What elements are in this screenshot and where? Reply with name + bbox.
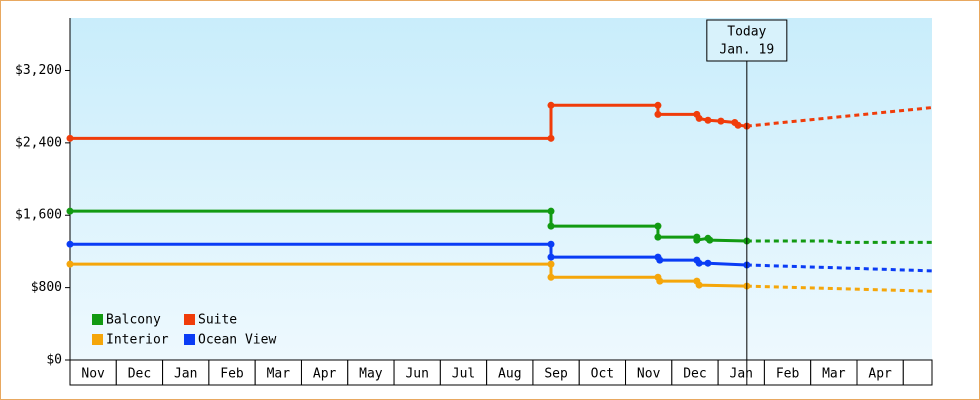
month-cell [717,359,765,386]
annotation-box [706,19,788,62]
legend-swatch [184,314,195,325]
y-tick-label: $2,400 [15,135,62,150]
point [66,207,74,215]
forecast-line [746,106,933,128]
point [654,101,662,109]
x-tick-label: Feb [776,367,800,382]
legend-swatch [92,314,103,325]
point [695,281,703,289]
point [66,260,74,268]
point [547,101,555,109]
point [654,110,662,118]
x-tick-label: Jan [730,367,753,382]
x-tick-label: Dec [128,367,151,382]
month-cell [856,359,904,386]
point [547,240,555,248]
point [547,134,555,142]
point [704,259,712,267]
x-tick-label: Mar [267,367,291,382]
x-tick-label: Nov [81,367,105,382]
forecast-line [746,239,932,244]
x-tick-label: Jul [452,367,475,382]
legend-label: Balcony [106,313,161,328]
x-tick-label: Jan [174,367,197,382]
y-tick-label: $1,600 [15,208,62,223]
x-tick-label: Aug [498,367,521,382]
point [695,259,703,267]
point [66,240,74,248]
point [734,121,742,129]
legend-swatch [92,334,103,345]
point [704,116,712,124]
legend-swatch [184,334,195,345]
month-cell [902,359,933,386]
legend-label: Interior [106,333,169,348]
legend-label: Suite [198,313,237,328]
month-cell [393,359,441,386]
y-tick-label: $0 [46,353,62,368]
x-tick-label: Mar [822,367,846,382]
point [654,233,662,241]
y-tick-label: $800 [31,280,62,295]
x-tick-label: Nov [637,367,661,382]
point [654,222,662,230]
legend-label: Ocean View [198,333,276,348]
x-tick-label: Sep [544,367,568,382]
x-tick-label: Jun [405,367,428,382]
annotation-text: Today [727,25,766,40]
x-tick-label: Feb [220,367,244,382]
month-cell [810,359,858,386]
point [693,236,701,244]
point [547,222,555,230]
point [656,256,664,264]
point [547,207,555,215]
x-tick-label: Dec [683,367,706,382]
point [656,277,664,285]
point [547,260,555,268]
x-tick-label: Oct [591,367,614,382]
month-cell [578,359,627,386]
point [706,236,714,244]
annotation-text: Jan. 19 [719,43,774,58]
point [547,273,555,281]
point [66,134,74,142]
forecast-line [746,284,933,293]
x-tick-label: Apr [313,367,337,382]
y-tick-label: $3,200 [15,63,62,78]
forecast-line [746,263,933,273]
point [695,114,703,122]
point [547,253,555,261]
plot-area [70,18,932,360]
month-cell [671,359,719,386]
point [717,117,725,125]
x-tick-label: May [359,367,383,382]
x-tick-label: Apr [868,367,892,382]
